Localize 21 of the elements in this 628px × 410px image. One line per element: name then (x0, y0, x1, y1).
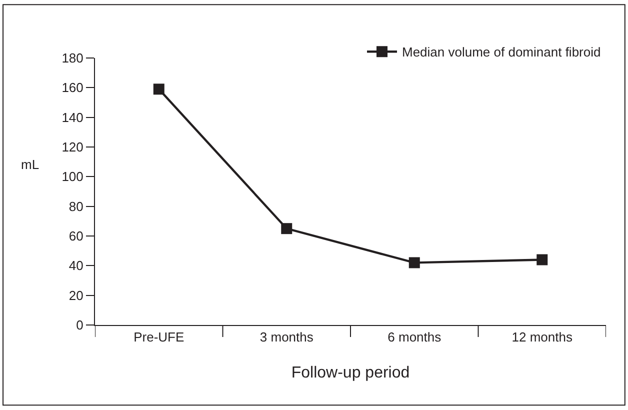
y-tick-label: 60 (68, 228, 84, 244)
point (281, 223, 292, 234)
point (153, 84, 164, 95)
x-tick-label: Pre-UFE (134, 330, 184, 345)
y-axis-title: mL (21, 157, 40, 172)
y-tick-label: 0 (76, 318, 84, 333)
y-tick-label: 40 (68, 258, 84, 274)
x-axis-title: Follow-up period (291, 364, 410, 382)
x-tick-label: 6 months (388, 330, 442, 345)
y-tick-label: 20 (68, 288, 84, 303)
y-tick-label: 160 (62, 80, 84, 96)
y-tick-label: 100 (62, 169, 84, 184)
legend-label: Median volume of dominant fibroid (402, 44, 601, 60)
point (408, 257, 420, 268)
y-tick-label: 120 (62, 140, 84, 155)
y-tick-label: 140 (62, 110, 84, 125)
y-tick-label: 180 (62, 50, 84, 66)
y-tick-label: 80 (68, 198, 84, 214)
point (536, 254, 548, 266)
x-tick-label: 3 months (260, 330, 314, 345)
x-tick-label: 12 months (512, 330, 573, 345)
